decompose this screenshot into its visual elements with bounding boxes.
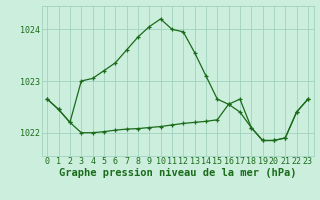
- X-axis label: Graphe pression niveau de la mer (hPa): Graphe pression niveau de la mer (hPa): [59, 168, 296, 178]
